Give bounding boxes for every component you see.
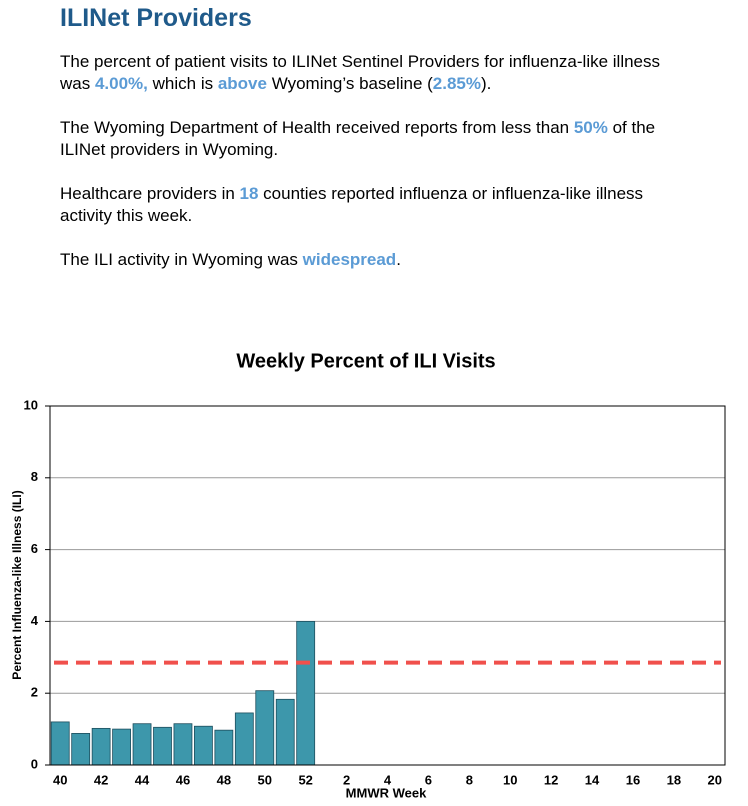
y-axis-label: Percent Influenza-like Illness (ILI)	[10, 490, 24, 679]
text: of the ILINet providers in Wyoming.	[60, 118, 656, 159]
highlight: 2.85%	[432, 74, 481, 93]
highlight: widespread	[302, 250, 397, 269]
x-tick-label: 14	[585, 772, 600, 787]
bar	[255, 690, 275, 766]
highlight: above	[217, 74, 267, 93]
x-tick-label: 46	[176, 772, 190, 787]
x-tick-label: 18	[667, 772, 681, 787]
bar	[275, 698, 295, 766]
y-tick-label: 4	[31, 613, 39, 628]
text: The ILI activity in Wyoming was	[60, 250, 303, 269]
bar	[112, 728, 131, 766]
x-tick-label: 6	[425, 772, 432, 787]
y-tick-label: 0	[31, 756, 38, 771]
x-tick-label: 50	[258, 772, 272, 787]
highlight: 4.00%,	[94, 74, 148, 93]
x-tick-label: 40	[53, 772, 67, 787]
text: Healthcare providers in	[60, 184, 240, 203]
x-tick-label: 12	[544, 772, 558, 787]
bar	[173, 723, 193, 766]
y-tick-label: 8	[31, 469, 38, 484]
bar	[214, 729, 234, 766]
x-tick-label: 52	[298, 772, 312, 787]
text: ).	[481, 74, 492, 93]
paragraph: The ILI activity in Wyoming was widespre…	[60, 249, 675, 271]
x-tick-label: 4	[384, 772, 392, 787]
bar	[132, 723, 152, 766]
y-tick-label: 6	[31, 541, 38, 556]
y-tick-label: 2	[31, 685, 38, 700]
text: .	[396, 250, 401, 269]
bar	[296, 621, 316, 766]
bar	[71, 733, 91, 766]
chart-title: Weekly Percent of ILI Visits	[236, 350, 495, 372]
x-axis-label: MMWR Week	[346, 785, 427, 800]
x-tick-label: 2	[343, 772, 350, 787]
text: Wyoming’s baseline (	[266, 74, 433, 93]
highlight: 18	[239, 184, 259, 203]
text: The percent of patient visits to ILINet …	[60, 52, 661, 93]
bar	[153, 726, 172, 766]
paragraph: The Wyoming Department of Health receive…	[60, 117, 675, 161]
y-tick-label: 10	[24, 397, 38, 412]
x-tick-label: 8	[466, 772, 473, 787]
text: counties reported influenza or influenza…	[60, 184, 644, 225]
bar	[194, 725, 213, 766]
paragraph: The percent of patient visits to ILINet …	[60, 51, 675, 95]
bar	[234, 712, 254, 766]
plot-border	[49, 405, 726, 766]
paragraph: Healthcare providers in 18 counties repo…	[60, 183, 675, 227]
x-tick-label: 44	[135, 772, 150, 787]
bar	[91, 727, 111, 766]
x-tick-label: 16	[626, 772, 640, 787]
x-tick-label: 20	[708, 772, 722, 787]
text: The Wyoming Department of Health receive…	[60, 118, 574, 137]
text: which is	[147, 74, 218, 93]
title: ILINet Providers	[60, 4, 252, 32]
bar	[50, 721, 70, 766]
x-tick-label: 48	[217, 772, 231, 787]
document: ILINet Providers The percent of patient …	[60, 0, 675, 293]
x-tick-label: 42	[94, 772, 108, 787]
highlight: 50%	[573, 118, 608, 137]
x-tick-label: 10	[503, 772, 517, 787]
